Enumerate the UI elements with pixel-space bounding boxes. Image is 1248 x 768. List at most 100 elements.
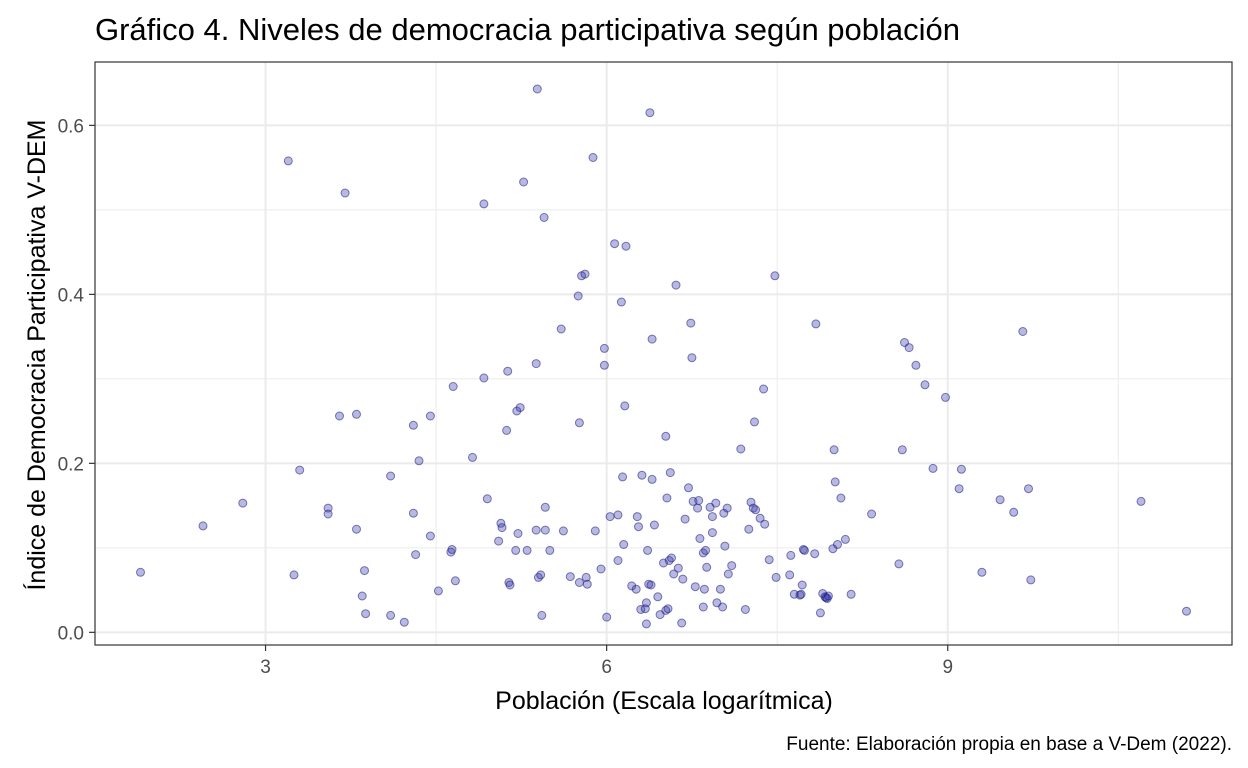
- data-point: [497, 523, 507, 533]
- data-point: [450, 576, 460, 586]
- data-point: [482, 494, 492, 504]
- data-point: [649, 520, 659, 530]
- data-point: [588, 153, 598, 162]
- x-tick-label: 9: [942, 657, 953, 678]
- data-point: [447, 545, 457, 554]
- data-point: [785, 570, 795, 580]
- data-point: [740, 605, 750, 614]
- data-point: [711, 498, 721, 508]
- data-point: [647, 474, 657, 484]
- data-point: [736, 444, 746, 454]
- data-point: [505, 580, 515, 590]
- data-point: [573, 291, 583, 301]
- data-point: [637, 470, 647, 480]
- data-point: [800, 545, 809, 555]
- data-point: [671, 280, 681, 290]
- data-point: [425, 531, 435, 541]
- data-point: [759, 384, 769, 394]
- data-point: [662, 493, 672, 503]
- data-point: [941, 392, 950, 402]
- data-point: [361, 609, 371, 619]
- chart-caption: Fuente: Elaboración propia en base a V-D…: [786, 734, 1232, 755]
- data-point: [920, 380, 930, 390]
- data-point: [590, 526, 600, 536]
- data-point: [512, 406, 522, 416]
- data-point: [289, 570, 299, 580]
- data-point: [448, 382, 458, 391]
- data-point: [829, 445, 839, 455]
- data-point: [707, 512, 717, 522]
- data-point: [796, 589, 806, 599]
- data-point: [751, 505, 761, 515]
- data-point: [770, 271, 780, 281]
- data-point: [503, 366, 513, 376]
- data-point: [867, 509, 877, 519]
- data-point: [479, 373, 489, 383]
- data-point: [613, 556, 623, 565]
- data-point: [894, 559, 904, 569]
- data-point: [556, 324, 566, 334]
- data-point: [771, 572, 781, 582]
- data-point: [677, 618, 687, 628]
- data-point: [760, 519, 770, 529]
- data-point: [531, 525, 541, 535]
- data-point: [565, 572, 575, 582]
- data-point: [1009, 507, 1019, 517]
- data-point: [928, 463, 938, 473]
- data-point: [574, 418, 584, 428]
- data-point: [669, 569, 679, 579]
- data-point: [494, 536, 504, 546]
- data-point: [618, 472, 628, 482]
- data-point: [519, 177, 529, 187]
- data-point: [627, 581, 637, 591]
- data-point: [386, 610, 396, 620]
- data-point: [605, 512, 615, 522]
- data-point: [647, 334, 657, 344]
- data-point: [238, 498, 248, 508]
- x-tick-label: 6: [601, 657, 612, 678]
- x-tick-label: 3: [260, 657, 271, 678]
- data-point: [641, 598, 651, 608]
- x-axis-title: Población (Escala logarítmica): [495, 687, 833, 715]
- data-point: [699, 584, 709, 594]
- data-point: [687, 353, 697, 363]
- data-point: [995, 495, 1005, 505]
- data-point: [797, 580, 807, 590]
- data-point: [136, 567, 145, 577]
- data-point: [323, 509, 333, 519]
- data-point: [641, 619, 651, 629]
- data-point: [836, 493, 846, 503]
- data-point: [1026, 575, 1036, 585]
- data-point: [532, 84, 542, 94]
- plot-panel: 3 6 9 0.0 0.2 0.4 0.6: [58, 61, 1233, 678]
- data-point: [718, 602, 728, 612]
- data-point: [686, 318, 696, 328]
- panel-border: [94, 61, 1233, 646]
- data-point: [727, 561, 737, 571]
- data-point: [840, 534, 850, 544]
- data-point: [750, 417, 759, 427]
- data-point: [602, 612, 612, 622]
- data-point: [956, 464, 966, 474]
- data-point: [722, 503, 732, 513]
- data-point: [537, 610, 547, 620]
- y-tick-label: 0.0: [58, 623, 84, 644]
- data-point: [513, 529, 523, 538]
- data-point: [631, 584, 641, 594]
- data-point: [620, 401, 630, 411]
- data-point: [582, 579, 592, 589]
- data-point: [823, 591, 833, 601]
- data-point: [702, 562, 712, 572]
- data-point: [1024, 484, 1033, 494]
- data-point: [977, 567, 987, 577]
- data-point: [673, 563, 683, 573]
- data-point: [690, 582, 700, 592]
- data-point: [540, 525, 550, 535]
- chart-title: Gráfico 4. Niveles de democracia partici…: [95, 12, 960, 47]
- data-point: [911, 360, 921, 370]
- data-point: [536, 570, 546, 580]
- data-point: [599, 360, 609, 370]
- data-point: [352, 409, 361, 419]
- y-tick-label: 0.6: [58, 116, 84, 137]
